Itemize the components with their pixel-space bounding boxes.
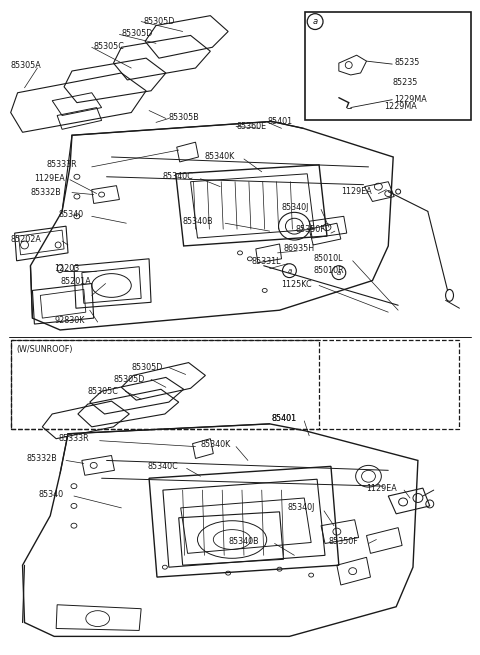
Text: 85333R: 85333R bbox=[46, 160, 77, 170]
Text: 85340J: 85340J bbox=[288, 504, 315, 512]
Text: 1125KC: 1125KC bbox=[281, 280, 312, 289]
Text: 85340: 85340 bbox=[38, 489, 63, 498]
Text: 85305C: 85305C bbox=[94, 42, 125, 51]
Text: 1129EA: 1129EA bbox=[341, 187, 372, 196]
Text: 86935H: 86935H bbox=[284, 244, 314, 253]
Text: 85340C: 85340C bbox=[147, 462, 178, 471]
Text: a: a bbox=[288, 268, 291, 274]
Text: 85333R: 85333R bbox=[58, 434, 89, 443]
Text: 85340K: 85340K bbox=[204, 153, 235, 162]
Text: 85305C: 85305C bbox=[88, 386, 119, 396]
Text: 1229MA: 1229MA bbox=[384, 102, 417, 111]
Text: 85332B: 85332B bbox=[30, 188, 61, 197]
Text: 85340: 85340 bbox=[58, 210, 83, 219]
Text: 85305D: 85305D bbox=[131, 363, 163, 372]
Text: 85235: 85235 bbox=[392, 79, 418, 87]
Text: 85332B: 85332B bbox=[26, 454, 57, 463]
Text: 1129EA: 1129EA bbox=[35, 174, 65, 183]
Text: 85350F: 85350F bbox=[329, 537, 359, 546]
Text: 85401: 85401 bbox=[272, 415, 297, 423]
Text: 1229MA: 1229MA bbox=[394, 95, 427, 104]
Text: 85305D: 85305D bbox=[143, 17, 175, 26]
Text: 85340B: 85340B bbox=[228, 537, 259, 546]
Text: 85235: 85235 bbox=[394, 58, 420, 67]
Text: 85202A: 85202A bbox=[11, 234, 42, 244]
Text: 85340K: 85340K bbox=[201, 440, 231, 449]
Text: 85340J: 85340J bbox=[281, 203, 309, 212]
Text: 1129EA: 1129EA bbox=[367, 483, 397, 493]
Text: a: a bbox=[336, 270, 341, 276]
Text: 85305A: 85305A bbox=[11, 60, 41, 69]
Text: 85401: 85401 bbox=[272, 415, 297, 423]
Text: 85340B: 85340B bbox=[183, 217, 213, 226]
Text: 85350F: 85350F bbox=[295, 225, 325, 234]
Text: 85305B: 85305B bbox=[169, 113, 200, 122]
Text: 85340C: 85340C bbox=[163, 172, 193, 181]
Text: a: a bbox=[312, 17, 318, 26]
Text: 92830K: 92830K bbox=[54, 316, 84, 325]
Text: 12203: 12203 bbox=[54, 264, 79, 273]
Text: 85331L: 85331L bbox=[252, 257, 281, 267]
Text: 85305D: 85305D bbox=[113, 375, 145, 384]
Text: 85010R: 85010R bbox=[313, 266, 344, 275]
Text: 85401: 85401 bbox=[268, 117, 293, 126]
Text: 85010L: 85010L bbox=[313, 254, 343, 263]
Text: 85201A: 85201A bbox=[60, 277, 91, 286]
Text: 85305D: 85305D bbox=[121, 29, 153, 38]
Text: (W/SUNROOF): (W/SUNROOF) bbox=[17, 345, 73, 354]
Text: 85360E: 85360E bbox=[236, 122, 266, 131]
